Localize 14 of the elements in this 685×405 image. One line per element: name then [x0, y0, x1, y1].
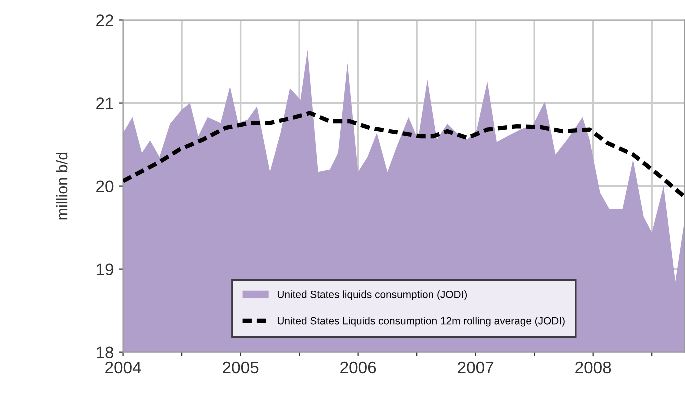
legend-label: United States Liquids consumption 12m rolling average (JODI) [278, 317, 565, 327]
y-tick-label: 18 [97, 346, 114, 359]
x-tick-label: 2004 [106, 362, 142, 374]
legend-label: United States liquids consumption (JODI) [278, 290, 468, 300]
y-tick-label: 19 [97, 264, 114, 276]
y-tick-label: 22 [96, 14, 114, 26]
y-tick-label: 21 [96, 98, 114, 110]
x-tick-label: 2008 [576, 362, 612, 374]
x-tick-label: 2005 [223, 362, 259, 374]
x-tick-label: 2007 [458, 362, 494, 374]
y-tick-label: 20 [96, 180, 114, 193]
y-axis-title: million b/d [56, 152, 68, 220]
x-tick-label: 2006 [340, 362, 376, 374]
line-series [123, 111, 685, 198]
